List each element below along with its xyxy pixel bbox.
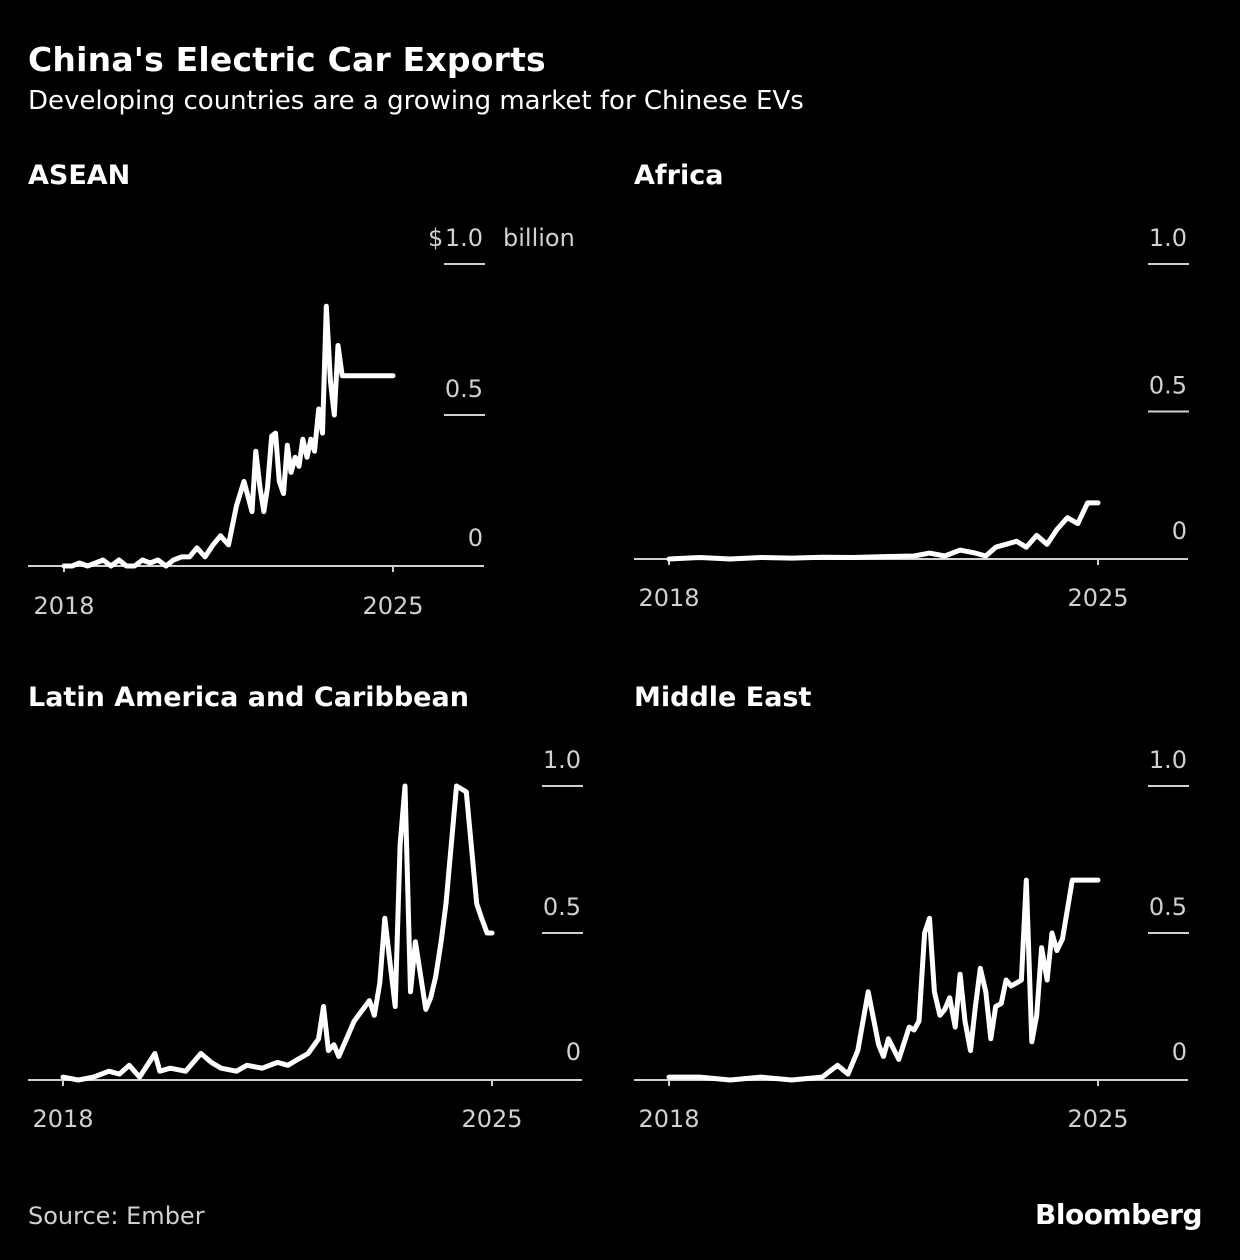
latin-america-series-line: [60, 783, 495, 1083]
middle-east-xtick-label-1: 2025: [1067, 1105, 1128, 1133]
latin-america-ytick-label-1: 0.5: [543, 893, 581, 921]
panel-title-latin-america: Latin America and Caribbean: [28, 682, 469, 713]
panel-title-africa: Africa: [634, 160, 724, 191]
latin-america-xtick-label-1: 2025: [461, 1105, 522, 1133]
middle-east-xtick-label-0: 2018: [638, 1105, 699, 1133]
chart-title: China's Electric Car Exports: [28, 40, 546, 79]
asean-ytick-label-1: 0.5: [445, 375, 483, 403]
middle-east-series-line: [666, 877, 1101, 1083]
africa-ytick-label-0: 0: [1172, 517, 1187, 545]
middle-east-ytick-label-2: 1.0: [1149, 746, 1187, 774]
panel-title-asean: ASEAN: [28, 160, 131, 191]
africa-ytick-label-2: 1.0: [1149, 224, 1187, 252]
asean-ytick-label-0: 0: [468, 524, 483, 552]
middle-east-ytick-label-0: 0: [1172, 1038, 1187, 1066]
africa-series-line: [666, 500, 1101, 562]
asean-series-line: [61, 303, 396, 569]
asean-xtick-label-0: 2018: [33, 592, 94, 620]
latin-america-ytick-label-2: 1.0: [543, 746, 581, 774]
asean-ytick-label-2: 1.0: [445, 224, 483, 252]
chart-subtitle: Developing countries are a growing marke…: [28, 86, 804, 116]
africa-xtick-label-0: 2018: [638, 584, 699, 612]
asean-unit-suffix: billion: [503, 224, 575, 252]
latin-america-ytick-label-0: 0: [566, 1038, 581, 1066]
africa-xtick-label-1: 2025: [1067, 584, 1128, 612]
asean-xtick-label-1: 2025: [362, 592, 423, 620]
africa-ytick-label-1: 0.5: [1149, 372, 1187, 400]
latin-america-xtick-label-0: 2018: [32, 1105, 93, 1133]
middle-east-ytick-label-1: 0.5: [1149, 893, 1187, 921]
source-note: Source: Ember: [28, 1202, 205, 1230]
panel-title-middle-east: Middle East: [634, 682, 812, 713]
bloomberg-logo: Bloomberg: [1035, 1198, 1202, 1231]
asean-unit-prefix: $: [428, 224, 443, 252]
